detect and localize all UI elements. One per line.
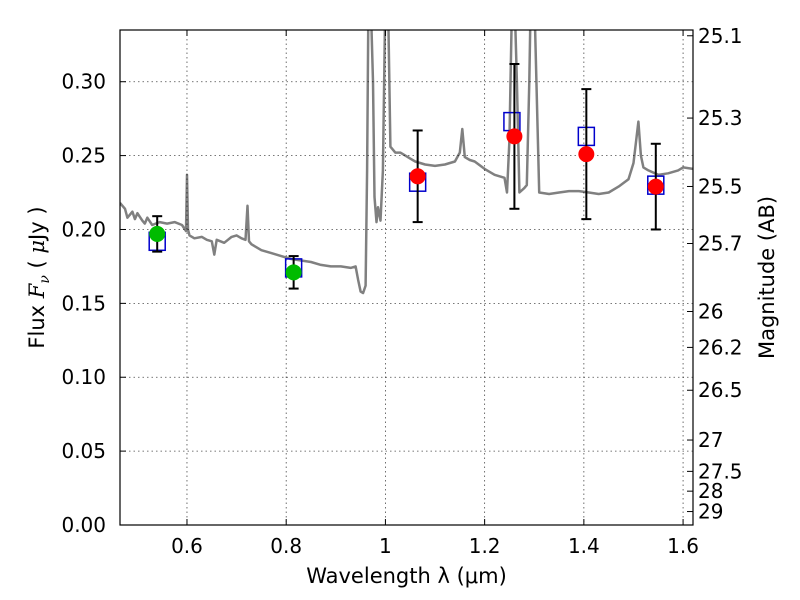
ticks-layer: 0.6 0.8 1 1.2 1.4 1.6 0.00 0.05 0.10 0.15 0.20 0.25…	[61, 24, 742, 558]
right-tick-label: 25.1	[698, 24, 743, 48]
grid-layer	[120, 30, 693, 526]
data-point	[647, 178, 664, 195]
y-tick-label: 0.30	[61, 70, 106, 94]
x-tick-label: 1.2	[469, 534, 501, 558]
x-axis-label: Wavelength λ (μm)	[306, 564, 507, 588]
y-tick-label: 0.00	[61, 513, 106, 537]
spectrum-layer	[120, 30, 693, 295]
right-tick-label: 26.2	[698, 335, 743, 359]
right-tick-label: 25.3	[698, 106, 743, 130]
x-tick-label: 0.6	[171, 534, 203, 558]
x-tick-label: 0.8	[270, 534, 302, 558]
data-point	[149, 225, 166, 242]
right-tick-label: 29	[698, 500, 723, 524]
right-tick-label: 28	[698, 479, 723, 503]
right-tick-label: 26.5	[698, 378, 743, 402]
data-point	[409, 168, 426, 185]
right-tick-label: 27	[698, 428, 723, 452]
marks-layer	[148, 62, 665, 290]
data-point	[506, 128, 523, 145]
data-point	[578, 146, 595, 163]
y-tick-label: 0.25	[61, 144, 106, 168]
x-tick-label: 1.6	[667, 534, 699, 558]
y-tick-label: 0.20	[61, 217, 106, 241]
right-axis-label: Magnitude (AB)	[755, 196, 779, 359]
right-tick-label: 26	[698, 299, 723, 323]
y-tick-label: 0.10	[61, 365, 106, 389]
y-tick-label: 0.05	[61, 439, 106, 463]
right-tick-label: 27.5	[698, 459, 743, 483]
spectrum-line	[120, 30, 693, 295]
right-tick-label: 25.5	[698, 174, 743, 198]
x-tick-label: 1.4	[568, 534, 600, 558]
y-axis-label: Flux Fν ( μJy )	[25, 206, 53, 348]
right-tick-label: 25.7	[698, 232, 743, 256]
y-tick-label: 0.15	[61, 291, 106, 315]
plot-frame	[119, 29, 694, 526]
data-point	[285, 264, 302, 281]
x-tick-label: 1	[379, 534, 392, 558]
